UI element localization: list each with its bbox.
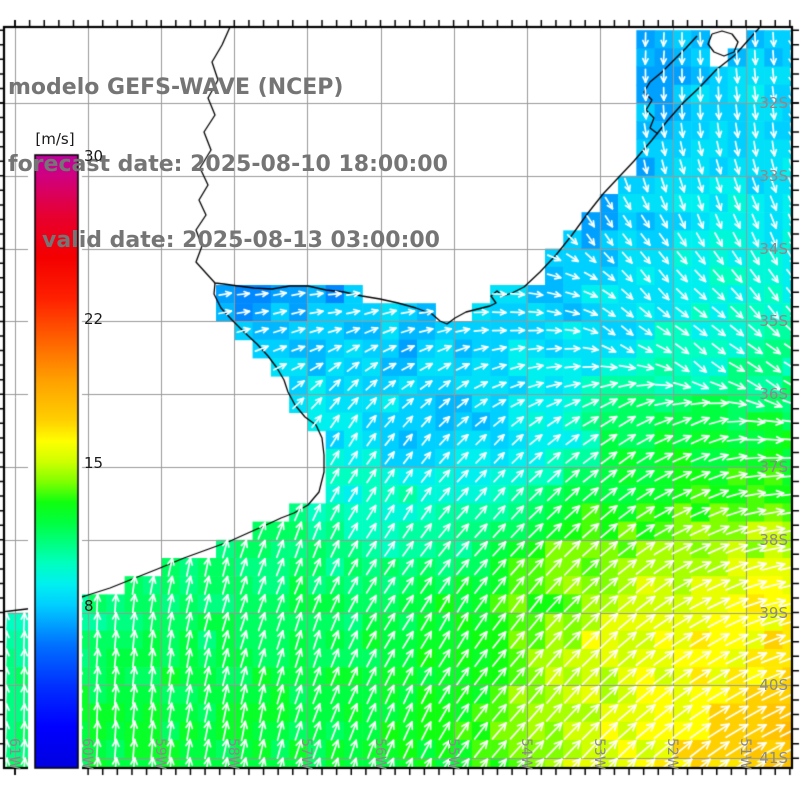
lat-label: 37S [759, 458, 788, 476]
forecast-date: forecast date: 2025-08-10 18:00:00 [8, 151, 448, 177]
lon-label: 61W [6, 738, 22, 770]
colorbar-unit-label: [m/s] [35, 130, 75, 148]
colorbar-tick-label: 30 [84, 147, 104, 165]
lon-label: 58W [225, 738, 242, 770]
lat-label: 36S [759, 385, 788, 404]
colorbar-tick-label: 15 [84, 453, 104, 472]
lat-label: 39S [759, 603, 788, 622]
lat-label: 32S [759, 94, 788, 112]
lon-label: 57W [298, 738, 315, 770]
lon-label: 52W [663, 738, 680, 770]
lon-label: 56W [371, 738, 388, 770]
model-title: modelo GEFS-WAVE (NCEP) [8, 75, 344, 100]
lon-label: 51W [737, 738, 753, 770]
colorbar-tick-label: 8 [84, 596, 94, 615]
lat-label: 33S [759, 166, 788, 185]
lon-label: 59W [152, 738, 169, 770]
lat-label: 41S [759, 749, 788, 768]
lon-label: 54W [517, 738, 534, 770]
lat-label: 38S [759, 530, 788, 549]
lat-label: 34S [759, 239, 788, 258]
lon-label: 60W [79, 738, 96, 770]
lon-label: 55W [444, 738, 461, 770]
colorbar-tick-label: 22 [84, 310, 104, 329]
lon-label: 53W [590, 738, 607, 770]
lat-label: 35S [759, 312, 788, 331]
valid-date: valid date: 2025-08-13 03:00:00 [42, 228, 440, 253]
lat-label: 40S [759, 676, 788, 695]
title-block: modelo GEFS-WAVE (NCEP) forecast date: 2… [8, 24, 448, 305]
